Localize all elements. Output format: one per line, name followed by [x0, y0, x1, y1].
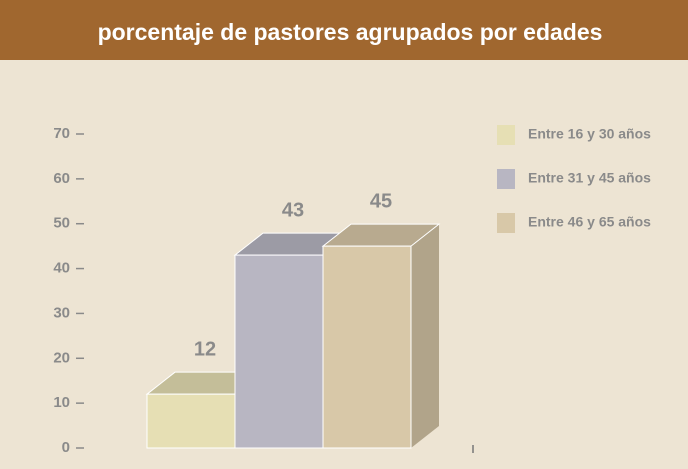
y-tick-label: 10 [53, 394, 70, 411]
bar [322, 245, 412, 449]
legend-label: Entre 46 y 65 años [528, 214, 651, 230]
value-label: 43 [282, 199, 304, 221]
y-tick-label: 20 [53, 349, 70, 366]
value-label: 12 [194, 338, 216, 360]
y-tick-label: 40 [53, 260, 70, 277]
y-tick-label: 30 [53, 304, 70, 321]
y-tick-label: 70 [53, 125, 70, 142]
y-tick-label: 0 [62, 439, 70, 456]
value-label: 45 [370, 190, 392, 212]
y-tick-label: 60 [53, 170, 70, 187]
bar [146, 393, 236, 449]
legend-swatch [497, 169, 515, 189]
legend-swatch [497, 213, 515, 233]
legend-label: Entre 16 y 30 años [528, 126, 651, 142]
bar [234, 254, 324, 449]
chart-title: porcentaje de pastores agrupados por eda… [98, 19, 603, 45]
y-tick-label: 50 [53, 215, 70, 232]
legend-label: Entre 31 y 45 años [528, 170, 651, 186]
bar-side [411, 224, 439, 448]
title-bar [0, 0, 688, 60]
legend-swatch [497, 125, 515, 145]
